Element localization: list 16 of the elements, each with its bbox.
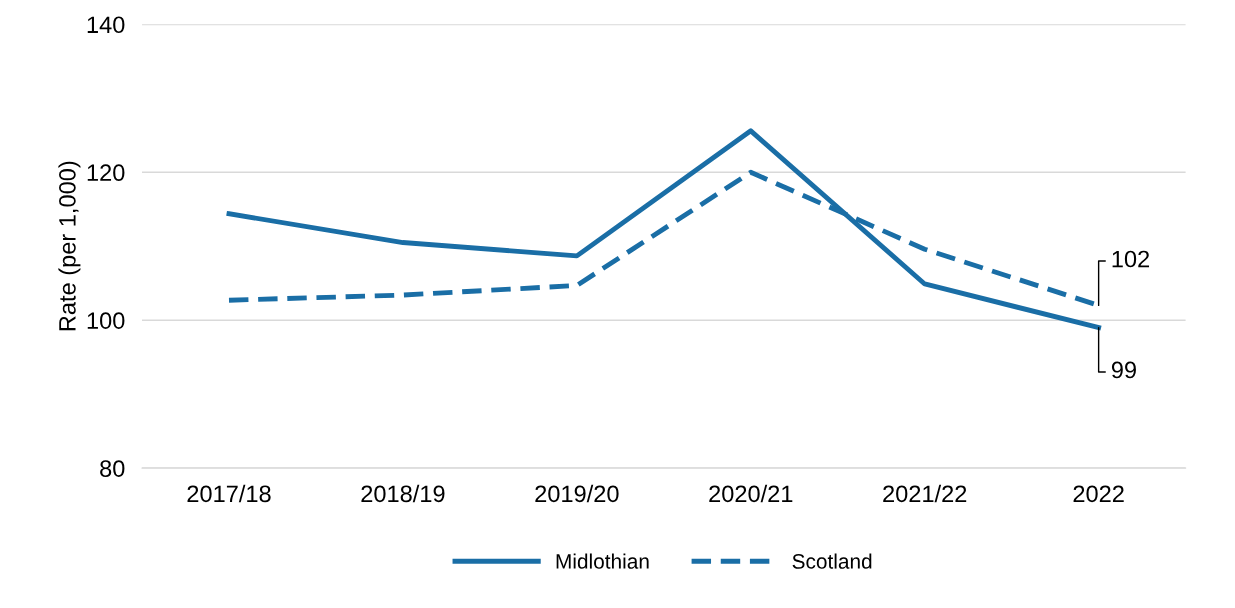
legend-label: Midlothian [556,553,649,569]
x-tick-label: 2018/19 [361,484,445,503]
x-tick-label: 2020/21 [709,484,793,503]
x-tick-label: 2022 [1073,485,1124,503]
y-axis-title: Rate (per 1,000) [58,161,81,331]
y-tick-label: 140 [87,16,125,34]
y-tick-label: 120 [87,164,125,182]
legend-label: Scotland [792,553,872,569]
data-label: 99 [1111,361,1136,379]
data-label: 102 [1112,250,1150,268]
y-tick-label: 80 [100,460,125,477]
x-tick-label: 2021/22 [883,484,967,503]
y-tick-label: 100 [87,312,125,329]
line-series [226,128,1102,331]
x-tick-label: 2017/18 [187,484,271,503]
x-tick-label: 2019/20 [535,484,619,503]
